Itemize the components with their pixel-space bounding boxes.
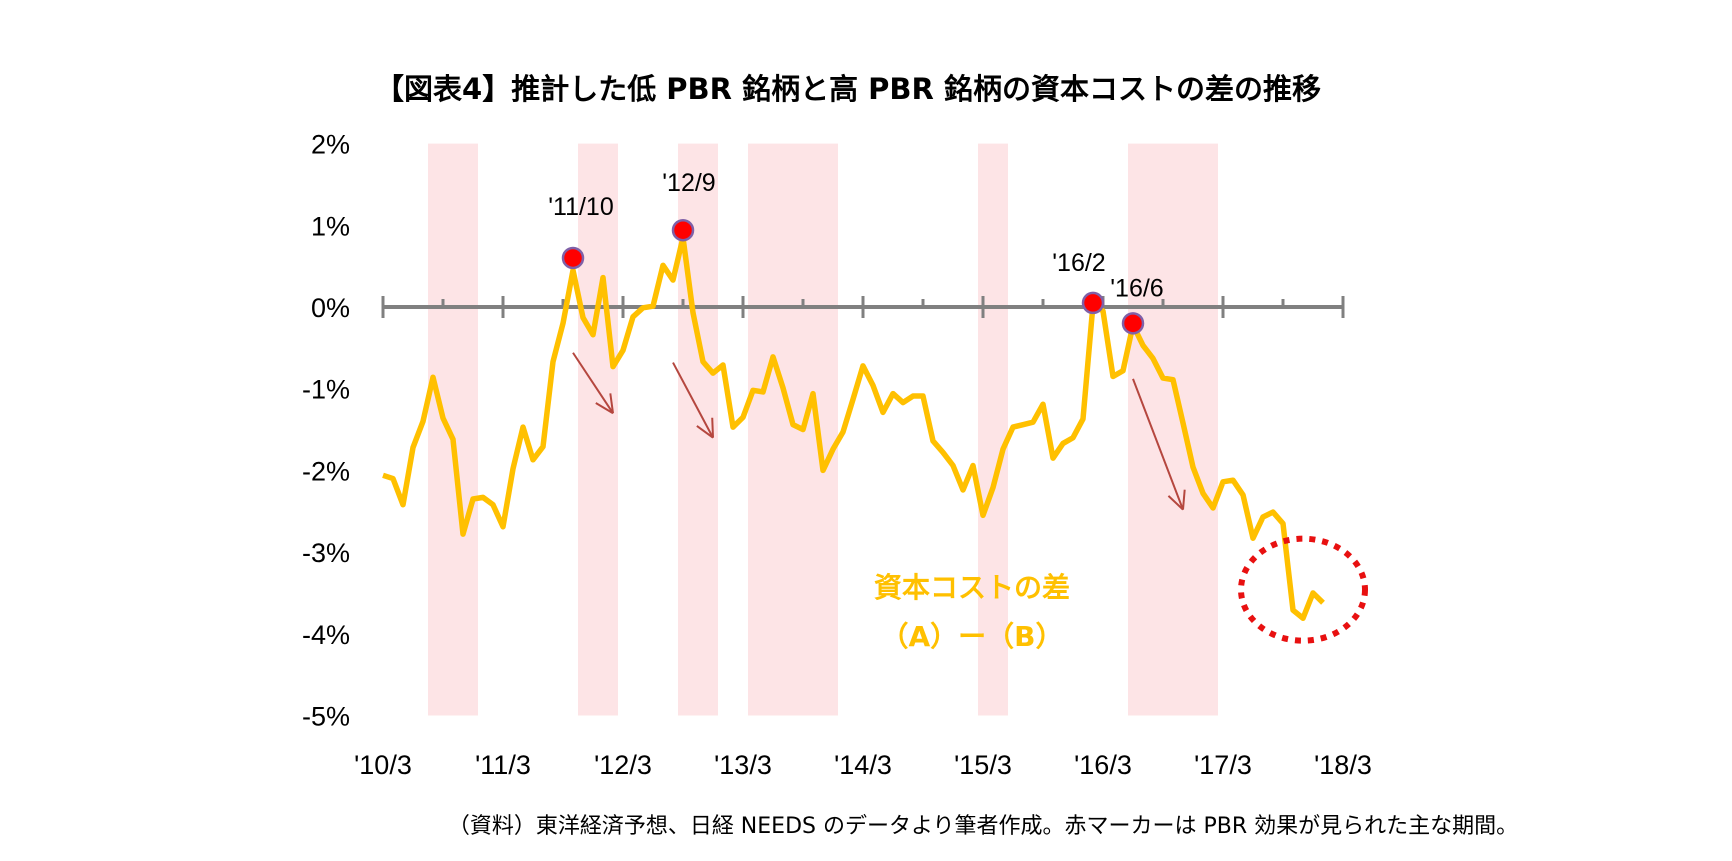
x-tick-label: '10/3 <box>354 750 412 780</box>
x-tick-label: '14/3 <box>834 750 892 780</box>
y-tick-label: 0% <box>311 293 350 323</box>
highlight-ellipse <box>1238 535 1368 644</box>
x-axis <box>381 296 1345 318</box>
x-tick-label: '17/3 <box>1194 750 1252 780</box>
x-tick-label: '11/3 <box>475 750 531 780</box>
annotation-arrows <box>572 352 1186 511</box>
peak-marker <box>671 218 695 242</box>
shaded-period <box>978 143 1008 716</box>
y-tick-label: -3% <box>302 538 350 568</box>
arrow-shaft <box>572 352 614 414</box>
arrow-head <box>711 417 714 438</box>
arrow-head <box>1182 489 1186 510</box>
highlight-ellipse-group <box>1238 535 1368 644</box>
series-line-group <box>382 234 1325 622</box>
chart-title: 【図表4】推計した低 PBR 銘柄と高 PBR 銘柄の資本コストの差の推移 <box>375 72 1321 106</box>
marker-label: '12/9 <box>662 169 715 197</box>
y-axis-tick-labels: 2% 1% 0% -1% -2% -3% -4% -5% <box>302 130 350 732</box>
marker-label: '16/2 <box>1052 249 1105 277</box>
y-tick-label: 2% <box>311 130 350 160</box>
x-axis-tick-labels: '10/3 '11/3 '12/3 '13/3 '14/3 '15/3 '16/3 '17/3… <box>354 750 1372 780</box>
arrow-head <box>609 393 614 414</box>
shaded-period <box>748 143 838 716</box>
marker-label: '16/6 <box>1110 274 1163 302</box>
marker-label: '11/10 <box>548 193 613 221</box>
x-tick-label: '12/3 <box>594 750 652 780</box>
peak-markers: '11/10 '12/9 '16/2'16/6 <box>548 169 1164 335</box>
x-tick-label: '13/3 <box>714 750 772 780</box>
y-tick-label: -2% <box>302 456 350 486</box>
series-label-formula: （A）ー（B） <box>880 620 1063 653</box>
x-tick-label: '18/3 <box>1314 750 1372 780</box>
arrow-head <box>595 402 614 415</box>
peak-marker <box>1121 312 1145 335</box>
arrow-head <box>696 425 714 439</box>
arrow-head <box>1167 495 1184 511</box>
y-tick-label: -4% <box>302 620 350 650</box>
x-tick-label: '15/3 <box>954 750 1012 780</box>
footnote: （資料）東洋経済予想、日経 NEEDS のデータより筆者作成。赤マーカーは PB… <box>448 814 1518 839</box>
x-tick-label: '16/3 <box>1074 750 1132 780</box>
series-label: 資本コストの差 <box>874 571 1070 604</box>
y-tick-label: 1% <box>311 211 350 241</box>
peak-marker <box>1081 291 1105 315</box>
arrow-shaft <box>1132 378 1184 510</box>
shaded-period <box>578 143 618 716</box>
shaded-period <box>428 143 478 716</box>
y-tick-label: -1% <box>302 375 350 405</box>
shaded-period <box>1128 143 1218 716</box>
peak-marker <box>561 246 585 270</box>
y-tick-label: -5% <box>302 702 350 732</box>
arrow-shaft <box>672 362 714 439</box>
shaded-periods <box>428 143 1218 716</box>
